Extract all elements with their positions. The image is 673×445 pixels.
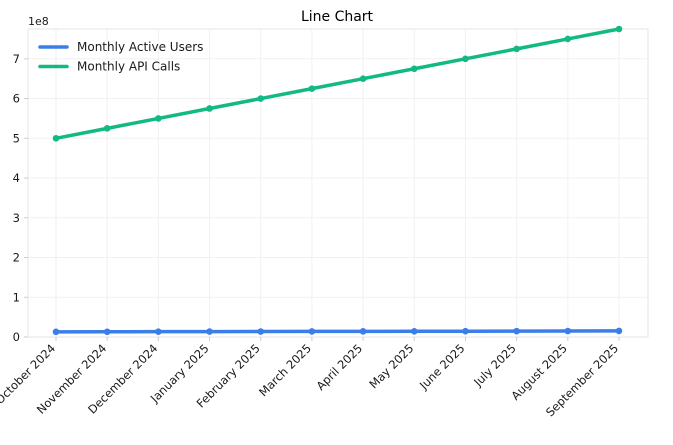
series-layer	[52, 25, 623, 336]
data-point-monthly-api-calls	[359, 75, 367, 82]
data-point-monthly-api-calls	[564, 35, 572, 43]
data-point-monthly-active-users	[513, 327, 520, 335]
data-point-monthly-api-calls	[615, 25, 623, 33]
data-point-monthly-api-calls	[103, 125, 111, 132]
data-point-monthly-active-users	[308, 328, 316, 335]
data-point-monthly-api-calls	[257, 95, 265, 102]
x-tick-label: June 2025	[416, 341, 468, 393]
y-axis-offset-label: 1e8	[28, 15, 49, 28]
y-tick-label: 4	[13, 171, 20, 185]
series-monthly-active-users	[52, 327, 623, 336]
y-tick-label: 2	[13, 251, 20, 265]
data-point-monthly-api-calls	[206, 105, 213, 112]
data-point-monthly-active-users	[359, 328, 367, 335]
y-tick-label: 7	[13, 52, 20, 66]
data-point-monthly-active-users	[410, 327, 418, 335]
series-line-monthly-api-calls	[54, 27, 621, 141]
data-point-monthly-active-users	[564, 327, 572, 335]
data-point-monthly-api-calls	[410, 65, 418, 73]
chart-title: Line Chart	[301, 9, 374, 25]
data-point-monthly-active-users	[615, 327, 623, 335]
y-tick-label: 3	[13, 211, 20, 225]
x-tick-label: March 2025	[256, 341, 314, 399]
series-monthly-api-calls	[52, 25, 623, 142]
data-point-monthly-active-users	[257, 328, 265, 335]
data-point-monthly-active-users	[462, 327, 469, 335]
grid	[28, 29, 648, 338]
y-tick-label: 5	[13, 131, 20, 145]
data-point-monthly-active-users	[155, 328, 162, 335]
y-axis: 0 1 2 3 4 5 6 7	[13, 52, 28, 344]
legend-label: Monthly Active Users	[77, 40, 203, 54]
series-line-monthly-active-users	[54, 329, 621, 334]
x-tick-label: April 2025	[313, 341, 365, 393]
plot-area-frame	[27, 28, 649, 338]
data-point-monthly-active-users	[52, 328, 60, 336]
data-point-monthly-api-calls	[308, 85, 316, 92]
data-point-monthly-api-calls	[155, 115, 162, 122]
legend: Monthly Active Users Monthly API Calls	[38, 40, 203, 74]
data-point-monthly-active-users	[206, 328, 213, 335]
y-tick-label: 6	[13, 92, 20, 106]
data-point-monthly-api-calls	[52, 134, 60, 142]
x-tick-label: July 2025	[470, 341, 519, 390]
legend-label: Monthly API Calls	[77, 60, 180, 74]
data-point-monthly-active-users	[103, 328, 111, 336]
y-tick-label: 1	[13, 290, 20, 304]
data-point-monthly-api-calls	[462, 55, 469, 63]
x-tick-label: May 2025	[366, 341, 416, 391]
data-point-monthly-api-calls	[513, 45, 520, 53]
y-tick-label: 0	[13, 330, 20, 344]
